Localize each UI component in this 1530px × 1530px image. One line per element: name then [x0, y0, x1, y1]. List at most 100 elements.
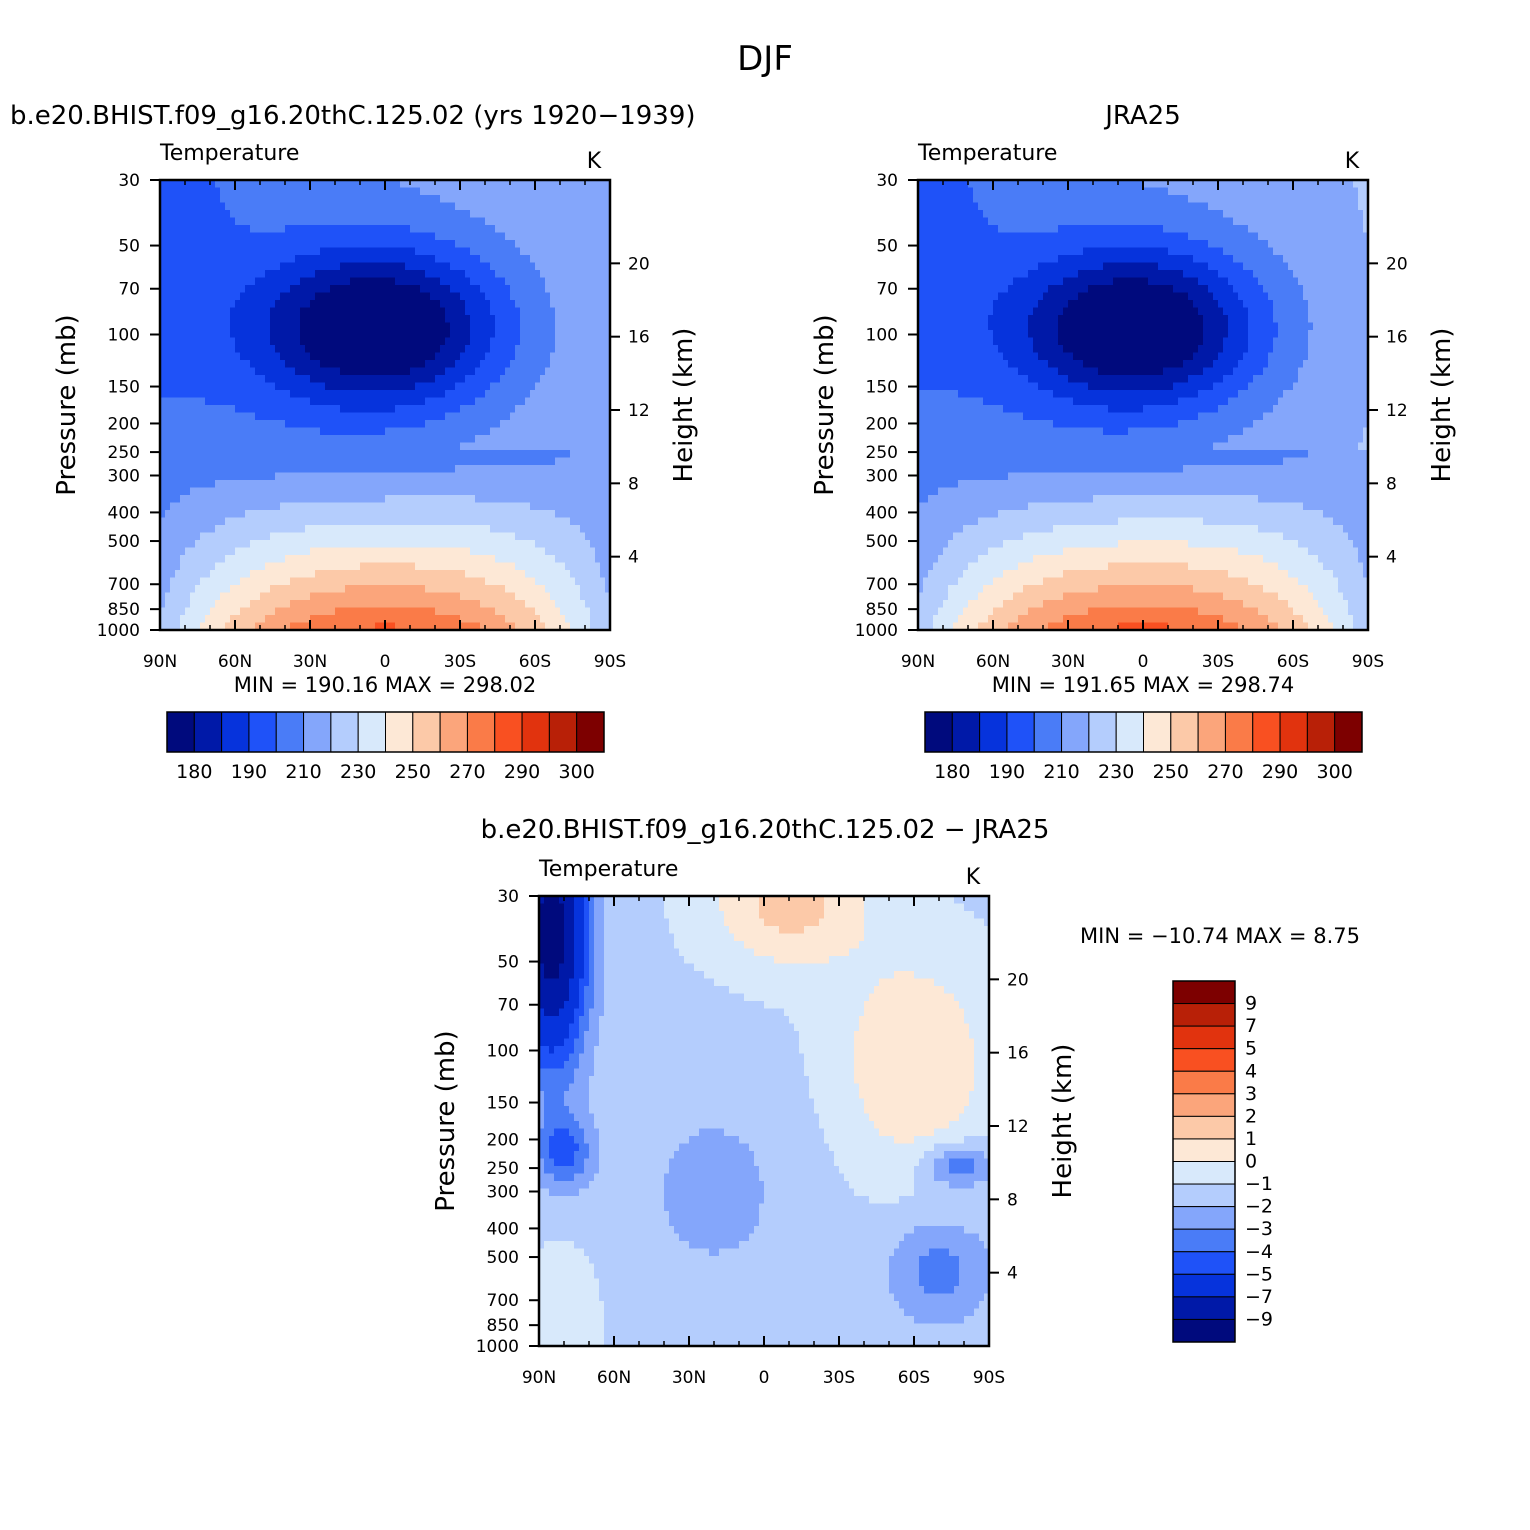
- contour-cell: [475, 382, 481, 391]
- contour-cell: [375, 412, 381, 421]
- contour-cell: [200, 292, 206, 301]
- contour-cell: [505, 577, 511, 586]
- contour-cell: [530, 382, 536, 391]
- contour-cell: [375, 292, 381, 301]
- contour-cell: [320, 622, 326, 631]
- contour-cell: [470, 210, 476, 219]
- contour-cell: [390, 420, 396, 429]
- contour-cell: [540, 420, 546, 429]
- contour-cell: [455, 547, 461, 556]
- contour-cell: [240, 472, 246, 481]
- contour-cell: [435, 322, 441, 331]
- contour-cell: [225, 405, 231, 414]
- contour-cell: [365, 195, 371, 204]
- contour-cell: [370, 345, 376, 354]
- contour-cell: [160, 345, 166, 354]
- contour-cell: [515, 592, 521, 601]
- contour-cell: [440, 615, 446, 624]
- contour-cell: [430, 217, 436, 226]
- contour-cell: [360, 375, 366, 384]
- contour-cell: [555, 217, 561, 226]
- contour-cell: [515, 262, 521, 271]
- contour-cell: [440, 600, 446, 609]
- contour-cell: [505, 622, 511, 631]
- contour-cell: [265, 217, 271, 226]
- contour-cell: [175, 217, 181, 226]
- contour-cell: [485, 352, 491, 361]
- contour-cell: [260, 562, 266, 571]
- contour-cell: [430, 525, 436, 534]
- contour-cell: [325, 292, 331, 301]
- contour-cell: [210, 600, 216, 609]
- contour-cell: [220, 547, 226, 556]
- contour-cell: [260, 307, 266, 316]
- contour-cell: [390, 502, 396, 511]
- contour-cell: [540, 247, 546, 256]
- contour-cell: [465, 442, 471, 451]
- contour-cell: [335, 217, 341, 226]
- contour-cell: [270, 442, 276, 451]
- contour-cell: [540, 382, 546, 391]
- contour-cell: [195, 180, 201, 189]
- contour-cell: [435, 532, 441, 541]
- contour-cell: [225, 472, 231, 481]
- contour-cell: [365, 307, 371, 316]
- contour-cell: [420, 187, 426, 196]
- contour-cell: [170, 487, 176, 496]
- contour-cell: [525, 292, 531, 301]
- contour-cell: [260, 360, 266, 369]
- contour-cell: [425, 517, 431, 526]
- contour-cell: [505, 262, 511, 271]
- contour-cell: [350, 540, 356, 549]
- contour-cell: [485, 600, 491, 609]
- contour-cell: [435, 480, 441, 489]
- contour-cell: [395, 532, 401, 541]
- contour-cell: [555, 330, 561, 339]
- contour-cell: [220, 450, 226, 459]
- contour-cell: [180, 532, 186, 541]
- contour-cell: [300, 442, 306, 451]
- contour-cell: [455, 412, 461, 421]
- contour-cell: [375, 195, 381, 204]
- contour-cell: [250, 232, 256, 241]
- contour-cell: [360, 435, 366, 444]
- contour-cell: [370, 487, 376, 496]
- contour-cell: [160, 180, 166, 189]
- contour-cell: [160, 270, 166, 279]
- contour-cell: [180, 262, 186, 271]
- contour-cell: [190, 487, 196, 496]
- contour-cell: [430, 502, 436, 511]
- contour-cell: [465, 255, 471, 264]
- contour-cell: [550, 502, 556, 511]
- contour-cell: [440, 315, 446, 324]
- contour-cell: [225, 300, 231, 309]
- contour-cell: [405, 517, 411, 526]
- contour-cell: [350, 390, 356, 399]
- contour-cell: [565, 457, 571, 466]
- contour-cell: [380, 405, 386, 414]
- contour-cell: [485, 435, 491, 444]
- contour-cell: [425, 247, 431, 256]
- contour-cell: [170, 465, 176, 474]
- contour-cell: [425, 547, 431, 556]
- contour-cell: [565, 412, 571, 421]
- contour-cell: [530, 480, 536, 489]
- contour-cell: [570, 540, 576, 549]
- contour-cell: [505, 547, 511, 556]
- contour-cell: [370, 502, 376, 511]
- contour-cell: [335, 592, 341, 601]
- contour-cell: [240, 540, 246, 549]
- contour-cell: [375, 600, 381, 609]
- contour-cell: [540, 570, 546, 579]
- contour-cell: [295, 285, 301, 294]
- contour-cell: [340, 225, 346, 234]
- contour-cell: [180, 390, 186, 399]
- contour-cell: [245, 532, 251, 541]
- contour-cell: [465, 195, 471, 204]
- contour-cell: [255, 570, 261, 579]
- contour-cell: [485, 367, 491, 376]
- contour-cell: [470, 285, 476, 294]
- contour-cell: [165, 180, 171, 189]
- contour-cell: [405, 225, 411, 234]
- contour-cell: [195, 255, 201, 264]
